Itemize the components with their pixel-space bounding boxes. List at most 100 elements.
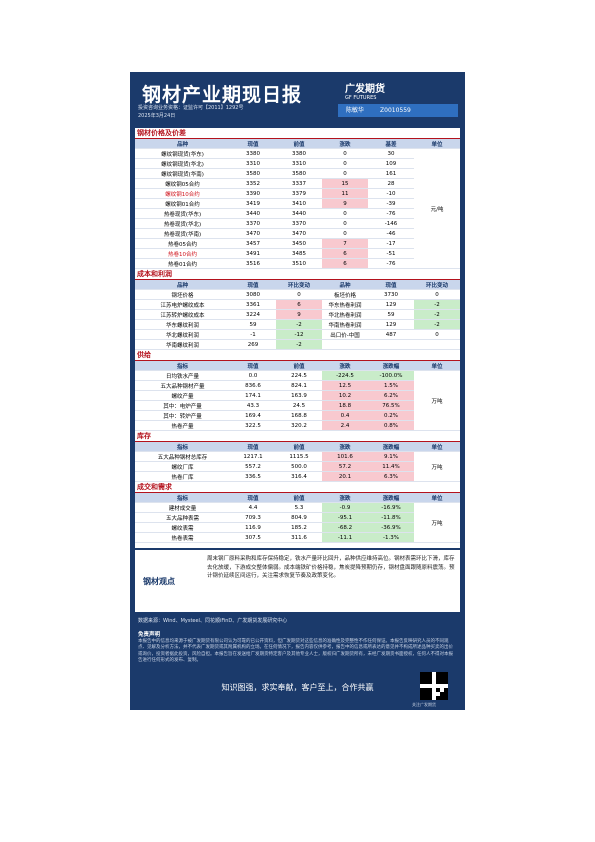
cell: 9	[276, 309, 322, 320]
data-row: 热卷现货(华东) 3440 3440 0 -76	[135, 208, 460, 219]
cell: 华南螺纹利润	[135, 339, 230, 350]
cell: -10	[368, 188, 414, 199]
cell: 热卷现货(华南)	[135, 228, 230, 239]
data-row: 螺纹钢现货(华南) 3580 3580 0 161	[135, 168, 460, 179]
report-date: 2025年3月24日	[138, 113, 176, 119]
column-header: 现值	[230, 280, 276, 290]
column-header: 品种	[135, 139, 230, 149]
cell: 螺纹厂库	[135, 461, 230, 472]
qr-caption: 关注广发期货	[412, 702, 436, 707]
logo-text: 广发期货	[345, 84, 385, 95]
cell: 30	[368, 148, 414, 159]
cell: 3410	[276, 198, 322, 209]
cell: 76.5%	[368, 400, 414, 411]
cell: 15	[322, 178, 368, 189]
cell: 螺纹钢现货(华北)	[135, 158, 230, 169]
cell: 6.2%	[368, 390, 414, 401]
cell: 钢坯价格	[135, 289, 230, 300]
cell: -12	[276, 329, 322, 340]
cell: 804.9	[276, 512, 322, 523]
cell: 4.4	[230, 502, 276, 513]
cell: 3580	[276, 168, 322, 179]
cell: 热卷产量	[135, 420, 230, 431]
cell: 487	[368, 329, 414, 340]
cell: -39	[368, 198, 414, 209]
data-row: 五大品种钢材产量 836.6 824.1 12.5 1.5%	[135, 380, 460, 391]
cell: 3457	[230, 238, 276, 249]
analyst-box: 陈敏华 Z0010559	[338, 104, 458, 117]
cell: -224.5	[322, 370, 368, 381]
cell: 18.8	[322, 400, 368, 411]
cell: 185.2	[276, 522, 322, 533]
cell: 316.4	[276, 471, 322, 482]
data-row: 热卷表需 307.5 311.6 -11.1 -1.3%	[135, 532, 460, 543]
cell: 日均铁水产量	[135, 370, 230, 381]
section-title: 供给	[135, 350, 460, 361]
column-header: 基差	[368, 139, 414, 149]
cell: 3380	[276, 148, 322, 159]
analyst: 陈敏华	[346, 107, 365, 114]
column-header: 涨跌	[322, 139, 368, 149]
cell: 116.9	[230, 522, 276, 533]
column-header: 涨跌幅	[368, 442, 414, 452]
data-row: 螺纹产量 174.1 163.9 10.2 6.2%	[135, 390, 460, 401]
cell: 20.1	[322, 471, 368, 482]
cell: 169.4	[230, 410, 276, 421]
cell: -2	[414, 309, 460, 320]
cell: 5.3	[276, 502, 322, 513]
cell: 500.0	[276, 461, 322, 472]
section-title: 钢材价格及价差	[135, 128, 460, 139]
logo: 广发期货 GF FUTURES	[345, 80, 385, 101]
header-row: 品种 现值 环比变动 品种 现值 环比变动	[135, 280, 460, 290]
cell: 3370	[276, 218, 322, 229]
data-row: 螺纹钢05合约 3352 3337 15 28	[135, 178, 460, 189]
cell: 3380	[230, 148, 276, 159]
tables: 钢材价格及价差 品种 现值 前值 涨跌 基差 单位 螺纹钢现货(华东) 3380 3380 0 30 元…	[135, 128, 460, 548]
cell: 0	[322, 228, 368, 239]
column-header: 现值	[230, 361, 276, 371]
section-title: 成交和需求	[135, 482, 460, 493]
data-row: 日均铁水产量 0.0 224.5 -224.5 -100.0% 万吨	[135, 370, 460, 431]
data-row: 热卷10合约 3491 3485 6 -51	[135, 248, 460, 259]
cell: -0.9	[322, 502, 368, 513]
data-table: 品种 现值 前值 涨跌 基差 单位 螺纹钢现货(华东) 3380 3380 0 30 元/吨 螺纹钢现货…	[135, 139, 460, 269]
column-header: 现值	[368, 280, 414, 290]
column-header: 前值	[276, 139, 322, 149]
cell: 3310	[230, 158, 276, 169]
unit: 万吨	[414, 370, 460, 431]
cell: 0.8%	[368, 420, 414, 431]
cell: 320.2	[276, 420, 322, 431]
cell: 3337	[276, 178, 322, 189]
cell: 3310	[276, 158, 322, 169]
data-table: 指标 现值 前值 涨跌 涨跌幅 单位 日均铁水产量 0.0 224.5 -224.5 -100.0%…	[135, 361, 460, 431]
cell: 其中：电炉产量	[135, 400, 230, 411]
cell: 3491	[230, 248, 276, 259]
data-table: 指标 现值 前值 涨跌 涨跌幅 单位 建材成交量 4.4 5.3 -0.9 -16.9% 万吨 五大品种…	[135, 493, 460, 543]
disclaimer-title: 免责声明	[138, 632, 161, 638]
cell: 3485	[276, 248, 322, 259]
cell: 109	[368, 158, 414, 169]
cell: 热卷现货(华北)	[135, 218, 230, 229]
cell: 7	[322, 238, 368, 249]
data-row: 江苏转炉螺纹成本 3224 9 华北热卷利润 59 -2	[135, 309, 460, 320]
cell: 1115.5	[276, 451, 322, 462]
view-title: 钢材观点	[143, 577, 175, 586]
cell: 出口价-中国	[322, 329, 368, 340]
cell: 0	[322, 148, 368, 159]
cell: 0	[322, 218, 368, 229]
cell: 3450	[276, 238, 322, 249]
slogan: 知识图强，求实奉献，客户至上，合作共赢	[221, 683, 374, 692]
cell: 螺纹钢05合约	[135, 178, 230, 189]
cell: 269	[230, 339, 276, 350]
cell: -2	[276, 339, 322, 350]
data-row: 华东螺纹利润 59 -2 华南热卷利润 129 -2	[135, 319, 460, 330]
cell: 3224	[230, 309, 276, 320]
cell: 3370	[230, 218, 276, 229]
cell: 101.6	[322, 451, 368, 462]
cell: 热卷10合约	[135, 248, 230, 259]
unit: 元/吨	[414, 148, 460, 269]
data-row: 螺纹钢01合约 3419 3410 9 -39	[135, 198, 460, 209]
cell: -95.1	[322, 512, 368, 523]
cell: 3390	[230, 188, 276, 199]
data-row: 螺纹钢10合约 3390 3379 11 -10	[135, 188, 460, 199]
